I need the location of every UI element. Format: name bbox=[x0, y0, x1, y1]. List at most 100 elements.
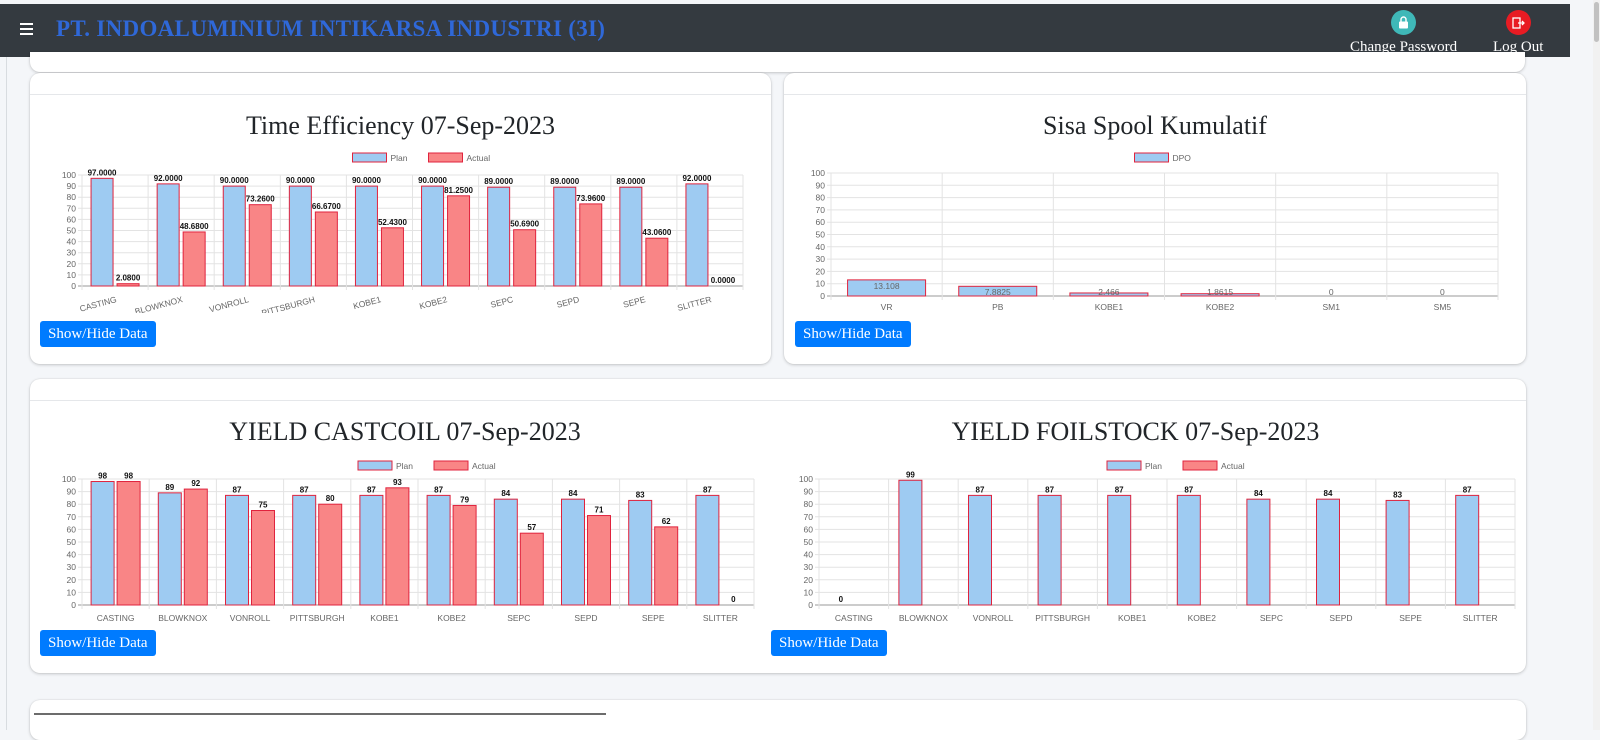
x-tick-label: SLITTER bbox=[676, 294, 712, 313]
data-label: 0 bbox=[731, 595, 736, 604]
y-tick-label: 60 bbox=[804, 524, 814, 534]
y-tick-label: 50 bbox=[67, 226, 77, 236]
bar bbox=[1455, 494, 1480, 606]
bar bbox=[553, 186, 577, 287]
y-tick-label: 40 bbox=[816, 242, 826, 252]
next-card-top bbox=[30, 700, 1526, 740]
bar bbox=[116, 283, 140, 287]
logout-icon bbox=[1505, 10, 1531, 35]
data-label: 75 bbox=[259, 501, 268, 510]
y-tick-label: 100 bbox=[799, 474, 813, 484]
menu-icon[interactable] bbox=[20, 20, 36, 38]
bar bbox=[1037, 494, 1062, 606]
bar bbox=[628, 499, 653, 606]
horizontal-scrollbar[interactable] bbox=[34, 713, 606, 715]
change-password-button[interactable]: Change Password bbox=[1350, 10, 1457, 56]
y-tick-label: 0 bbox=[71, 600, 76, 610]
logout-button[interactable]: Log Out bbox=[1493, 10, 1543, 56]
bar bbox=[248, 204, 272, 287]
time-efficiency-card: Time Efficiency 07-Sep-2023 0 10 20 30 40 50 6… bbox=[30, 73, 771, 364]
data-label: 2.466 bbox=[1098, 287, 1120, 297]
legend-swatch bbox=[1134, 152, 1169, 163]
bar bbox=[225, 494, 249, 606]
y-tick-label: 30 bbox=[67, 248, 77, 258]
data-label: 87 bbox=[1115, 485, 1124, 494]
x-tick-label: SEPC bbox=[1260, 613, 1283, 623]
data-label: 7.8825 bbox=[985, 287, 1011, 297]
legend-swatch bbox=[352, 152, 387, 163]
legend-swatch bbox=[357, 460, 393, 471]
x-tick-label: BLOWKNOX bbox=[158, 613, 207, 623]
data-label: 87 bbox=[300, 485, 309, 494]
x-tick-label: SEPC bbox=[489, 294, 514, 310]
y-tick-label: 60 bbox=[816, 217, 826, 227]
y-tick-label: 20 bbox=[804, 575, 814, 585]
data-label: 57 bbox=[527, 523, 536, 532]
bar bbox=[1180, 293, 1260, 297]
show-hide-data-button[interactable]: Show/Hide Data bbox=[40, 321, 156, 347]
x-tick-label: SEPE bbox=[642, 613, 665, 623]
data-label: 73.9600 bbox=[576, 194, 605, 203]
data-label: 13.108 bbox=[874, 281, 900, 291]
y-tick-label: 80 bbox=[67, 499, 77, 509]
x-tick-label: SEPD bbox=[574, 613, 597, 623]
show-hide-data-button[interactable]: Show/Hide Data bbox=[771, 630, 887, 656]
bar bbox=[1246, 498, 1271, 606]
legend-swatch bbox=[428, 152, 463, 163]
yield-card: YIELD CASTCOIL 07-Sep-2023 YIELD FOILSTO… bbox=[30, 379, 1526, 673]
y-tick-label: 0 bbox=[71, 281, 76, 291]
y-tick-label: 0 bbox=[820, 291, 825, 301]
data-label: 87 bbox=[233, 485, 242, 494]
bar bbox=[493, 498, 518, 606]
y-tick-label: 90 bbox=[804, 487, 814, 497]
y-tick-label: 70 bbox=[67, 512, 77, 522]
show-hide-data-button[interactable]: Show/Hide Data bbox=[795, 321, 911, 347]
bar bbox=[1176, 494, 1201, 606]
lock-icon bbox=[1391, 10, 1417, 35]
data-label: 87 bbox=[1045, 485, 1054, 494]
x-tick-label: KOBE2 bbox=[437, 613, 466, 623]
bar bbox=[182, 231, 206, 287]
legend-swatch bbox=[1182, 460, 1218, 471]
data-label: 90.0000 bbox=[286, 176, 315, 185]
y-tick-label: 70 bbox=[804, 512, 814, 522]
bar bbox=[156, 183, 180, 287]
data-label: 80 bbox=[326, 494, 335, 503]
bar bbox=[222, 185, 246, 287]
y-tick-label: 20 bbox=[67, 575, 77, 585]
bar bbox=[1316, 498, 1340, 606]
data-label: 87 bbox=[976, 485, 985, 494]
data-label: 50.6900 bbox=[510, 220, 539, 229]
bar bbox=[1069, 292, 1149, 297]
logout-label: Log Out bbox=[1493, 39, 1544, 55]
data-label: 84 bbox=[501, 489, 510, 498]
y-tick-label: 10 bbox=[67, 270, 77, 280]
data-label: 43.0600 bbox=[642, 228, 671, 237]
bar bbox=[619, 186, 643, 287]
change-password-label: Change Password bbox=[1350, 39, 1458, 55]
bar bbox=[685, 183, 709, 287]
data-label: 81.2500 bbox=[444, 186, 473, 195]
bar bbox=[645, 237, 669, 287]
bar bbox=[90, 177, 114, 287]
data-label: 0 bbox=[1329, 287, 1334, 297]
y-tick-label: 90 bbox=[67, 181, 77, 191]
y-tick-label: 10 bbox=[67, 587, 77, 597]
data-label: 83 bbox=[1393, 490, 1402, 499]
bar bbox=[1107, 494, 1132, 606]
data-label: 92.0000 bbox=[154, 174, 183, 183]
y-tick-label: 20 bbox=[67, 259, 77, 269]
page-scrollbar[interactable] bbox=[1593, 0, 1600, 730]
data-label: 90.0000 bbox=[220, 176, 249, 185]
show-hide-data-button[interactable]: Show/Hide Data bbox=[40, 630, 156, 656]
y-tick-label: 30 bbox=[67, 562, 77, 572]
y-tick-label: 70 bbox=[67, 203, 77, 213]
data-label: 0 bbox=[839, 595, 844, 604]
bar bbox=[318, 503, 343, 606]
x-tick-label: VONROLL bbox=[973, 613, 1014, 623]
legend-label: DPO bbox=[1173, 153, 1192, 163]
x-tick-label: SEPD bbox=[1329, 613, 1352, 623]
data-label: 84 bbox=[1254, 489, 1263, 498]
data-label: 83 bbox=[636, 490, 645, 499]
data-label: 87 bbox=[1463, 485, 1472, 494]
